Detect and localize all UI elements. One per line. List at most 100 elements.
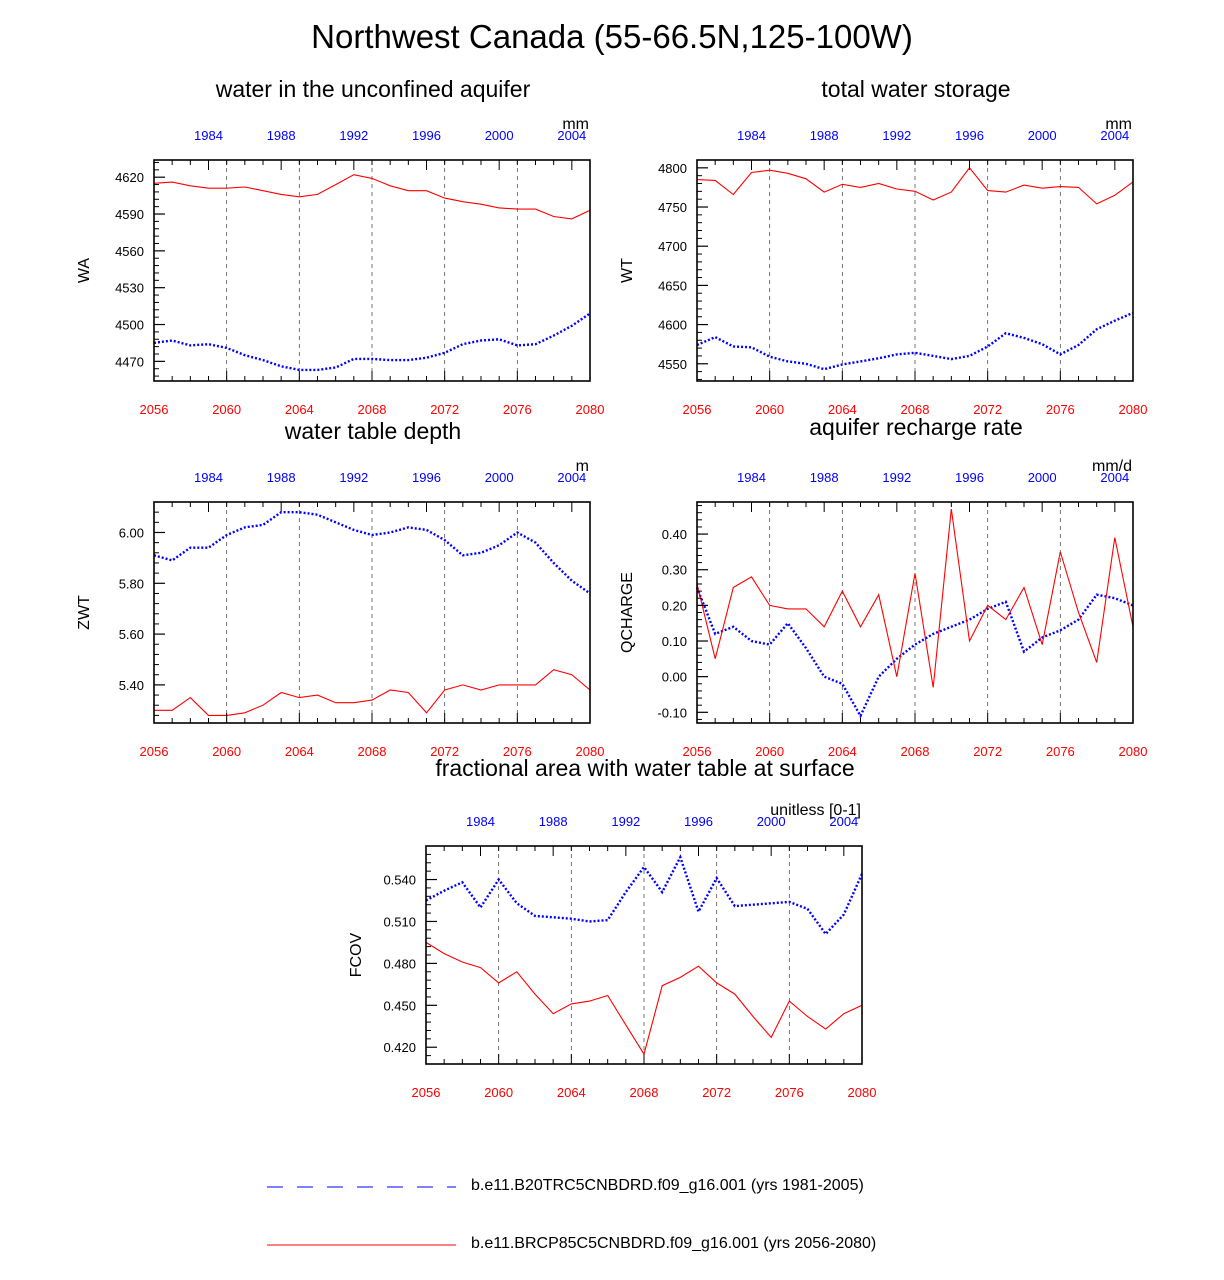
x-top-tick-label: 1984 [737,470,766,485]
y-tick-label: 4620 [115,170,144,185]
x-bottom-tick-label: 2072 [702,1085,731,1100]
x-bottom-tick-label: 2076 [1046,402,1075,417]
x-top-tick-label: 1996 [412,128,441,143]
panel-title-wt: total water storage [821,76,1011,102]
x-top-tick-label: 2004 [829,814,858,829]
y-tick-label: 6.00 [119,525,144,540]
y-tick-label: 0.540 [383,873,416,888]
y-tick-label: 4560 [115,244,144,259]
series-line-historical [153,312,591,372]
legend-label-rcp85: b.e11.BRCP85C5CNBDRD.f09_g16.001 (yrs 20… [471,1235,877,1252]
x-top-tick-label: 1988 [810,128,839,143]
chart-panel-wt: 4550 4600 4650 4700 4750 4800 2056 2060 2064 2068… [619,116,1147,417]
x-bottom-tick-label: 2080 [576,402,605,417]
units-label: m [576,458,589,475]
y-axis-label: WA [76,258,93,284]
x-top-tick-label: 2004 [557,128,586,143]
units-label: mm [1105,116,1132,133]
series-line-rcp85 [696,509,1134,688]
x-bottom-tick-label: 2076 [1046,744,1075,759]
chart-panel-zwt: 5.40 5.60 5.80 6.00 2056 2060 2064 2068 2072 2076… [76,458,604,759]
x-top-tick-label: 2004 [1100,470,1129,485]
panel-title-zwt: water table depth [284,418,462,444]
y-tick-label: 0.450 [383,998,416,1013]
y-axis-label: QCHARGE [619,572,636,653]
x-top-tick-label: 2000 [1028,470,1057,485]
series-line-historical [425,854,864,936]
x-bottom-tick-label: 2068 [901,402,930,417]
x-bottom-tick-label: 2072 [973,744,1002,759]
x-bottom-tick-label: 2056 [140,744,169,759]
x-top-tick-label: 1984 [194,470,223,485]
x-top-tick-label: 2004 [557,470,586,485]
units-label: unitless [0-1] [770,802,861,819]
x-bottom-tick-label: 2064 [828,744,857,759]
x-bottom-tick-label: 2060 [755,402,784,417]
series-line-historical [696,311,1134,371]
x-bottom-tick-label: 2072 [973,402,1002,417]
y-tick-label: 4470 [115,354,144,369]
y-tick-label: 4530 [115,281,144,296]
x-top-tick-label: 1992 [339,128,368,143]
x-bottom-tick-label: 2060 [212,402,241,417]
x-bottom-tick-label: 2056 [683,744,712,759]
y-tick-label: 0.420 [383,1040,416,1055]
y-tick-label: 4800 [658,161,687,176]
x-top-tick-label: 1988 [267,128,296,143]
x-top-tick-label: 2000 [485,470,514,485]
y-tick-label: 0.20 [662,598,687,613]
x-top-tick-label: 1984 [194,128,223,143]
x-bottom-tick-label: 2060 [212,744,241,759]
x-bottom-tick-label: 2064 [285,744,314,759]
x-top-tick-label: 1992 [611,814,640,829]
series-line-historical [153,511,591,595]
series-line-rcp85 [154,669,591,716]
x-top-tick-label: 1996 [412,470,441,485]
units-label: mm/d [1092,458,1132,475]
figure-title: Northwest Canada (55-66.5N,125-100W) [311,18,913,55]
x-bottom-tick-label: 2060 [484,1085,513,1100]
y-tick-label: 4700 [658,239,687,254]
x-bottom-tick-label: 2076 [503,402,532,417]
x-top-tick-label: 1984 [466,814,495,829]
y-tick-label: 0.480 [383,956,416,971]
x-bottom-tick-label: 2056 [412,1085,441,1100]
x-top-tick-label: 2000 [485,128,514,143]
chart-panel-qcharge: -0.10 0.00 0.10 0.20 0.30 0.40 2056 2060 2064 206… [619,458,1147,759]
x-top-tick-label: 1996 [955,128,984,143]
x-bottom-tick-label: 2056 [140,402,169,417]
x-bottom-tick-label: 2068 [358,744,387,759]
legend-label-historical: b.e11.B20TRC5CNBDRD.f09_g16.001 (yrs 198… [471,1177,864,1194]
x-bottom-tick-label: 2080 [1119,744,1148,759]
y-tick-label: -0.10 [657,705,687,720]
series-line-historical [695,587,1134,719]
x-bottom-tick-label: 2056 [683,402,712,417]
y-tick-label: 0.510 [383,914,416,929]
x-top-tick-label: 2004 [1100,128,1129,143]
x-bottom-tick-label: 2076 [775,1085,804,1100]
y-tick-label: 4600 [658,318,687,333]
x-bottom-tick-label: 2072 [430,402,459,417]
x-top-tick-label: 1988 [267,470,296,485]
chart-panel-fcov: 0.420 0.450 0.480 0.510 0.540 2056 2060 2064 206… [348,802,876,1100]
chart-panel-wa: 4470 4500 4530 4560 4590 4620 2056 2060 2064 2068… [76,116,604,417]
y-axis-label: FCOV [348,932,365,977]
x-top-tick-label: 1992 [882,470,911,485]
x-bottom-tick-label: 2080 [576,744,605,759]
x-bottom-tick-label: 2064 [285,402,314,417]
x-top-tick-label: 1988 [539,814,568,829]
y-tick-label: 4750 [658,200,687,215]
x-top-tick-label: 2000 [757,814,786,829]
y-tick-label: 0.30 [662,563,687,578]
panel-title-fcov: fractional area with water table at surf… [435,755,855,781]
x-top-tick-label: 1996 [684,814,713,829]
x-bottom-tick-label: 2068 [901,744,930,759]
x-top-tick-label: 1992 [339,470,368,485]
x-top-tick-label: 1988 [810,470,839,485]
x-bottom-tick-label: 2072 [430,744,459,759]
panel-title-wa: water in the unconfined aquifer [215,76,531,102]
y-tick-label: 5.60 [119,627,144,642]
y-tick-label: 5.40 [119,678,144,693]
y-tick-label: 5.80 [119,576,144,591]
